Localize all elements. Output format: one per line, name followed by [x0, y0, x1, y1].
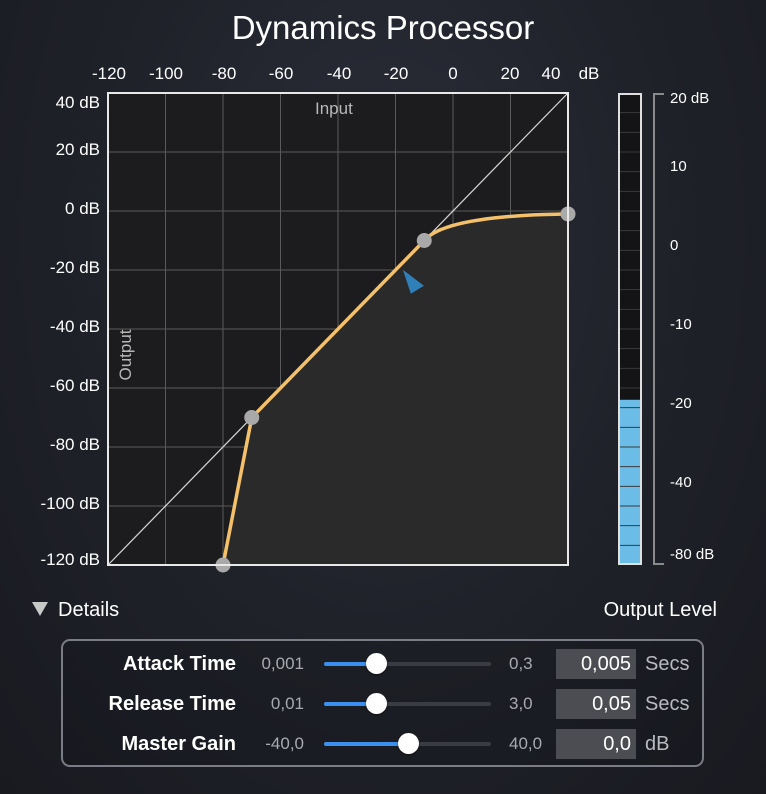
- x-tick-label: -20: [383, 64, 409, 83]
- slider-fill: [324, 662, 376, 666]
- master-gain-max: 40,0: [509, 734, 543, 753]
- release-time-max: 3,0: [509, 694, 533, 713]
- release-time-field[interactable]: [556, 689, 636, 719]
- slider-fill: [324, 742, 408, 746]
- attack-time-field[interactable]: [556, 649, 636, 679]
- output-level-meter: [618, 93, 642, 565]
- y-tick-label: -80 dB: [49, 435, 100, 454]
- meter-tick-label: -20: [670, 395, 692, 412]
- x-tick-label: -80: [211, 64, 237, 83]
- y-tick-label: 20 dB: [55, 140, 100, 159]
- meter-fill: [618, 399, 642, 565]
- slider-knob[interactable]: [397, 733, 419, 754]
- meter-tick-label: -10: [670, 316, 692, 333]
- details-label: Details: [58, 599, 120, 621]
- slider-knob[interactable]: [365, 693, 387, 714]
- attack-time-unit: Secs: [645, 653, 690, 675]
- details-disclosure[interactable]: Details: [32, 596, 119, 624]
- output-level-label: Output Level: [603, 599, 717, 621]
- master-gain-slider[interactable]: [324, 727, 491, 761]
- x-tick-label: -60: [268, 64, 294, 83]
- x-tick-label: 20: [500, 64, 520, 83]
- transfer-curve-graph[interactable]: Input Output: [107, 92, 576, 573]
- curve-handle[interactable]: [244, 410, 260, 425]
- x-tick-label: 40: [541, 64, 561, 83]
- x-unit-label: dB: [578, 64, 600, 83]
- slider-knob[interactable]: [365, 653, 387, 674]
- slider-track: [324, 662, 491, 666]
- meter-tick-label: -40: [670, 474, 692, 491]
- slider-fill: [324, 702, 376, 706]
- y-tick-label: -120 dB: [40, 550, 100, 569]
- curve-fill-area: [223, 213, 568, 565]
- x-tick-label: -40: [326, 64, 352, 83]
- master-gain-label: Master Gain: [121, 733, 236, 755]
- y-tick-label: -100 dB: [40, 494, 100, 513]
- attack-time-row: Attack Time 0,001 0,3 Secs: [63, 647, 706, 681]
- meter-tick-label: -80 dB: [670, 546, 715, 563]
- window-title: Dynamics Processor: [231, 9, 535, 46]
- output-axis-label: Output: [116, 329, 135, 381]
- meter-scale: [650, 93, 666, 565]
- y-tick-label: 0 dB: [65, 199, 100, 218]
- parameters-panel: Attack Time 0,001 0,3 Secs Release Time …: [61, 639, 704, 767]
- slider-track: [324, 702, 491, 706]
- x-tick-label: -120: [91, 64, 127, 83]
- master-gain-row: Master Gain -40,0 40,0 dB: [63, 727, 706, 761]
- y-tick-label: -20 dB: [49, 258, 100, 277]
- y-tick-label: 40 dB: [55, 93, 100, 112]
- curve-handle[interactable]: [416, 233, 432, 248]
- release-time-row: Release Time 0,01 3,0 Secs: [63, 687, 706, 721]
- meter-segments: [618, 112, 642, 546]
- y-tick-label: -60 dB: [49, 376, 100, 395]
- x-tick-label: -100: [148, 64, 184, 83]
- attack-time-max: 0,3: [509, 654, 533, 673]
- disclosure-triangle-icon[interactable]: [32, 601, 48, 616]
- attack-time-min: 0,001: [261, 654, 304, 673]
- meter-tick-label: 10: [670, 158, 687, 175]
- y-tick-label: -40 dB: [49, 317, 100, 336]
- attack-time-label: Attack Time: [122, 653, 236, 675]
- master-gain-field[interactable]: [556, 729, 636, 759]
- release-time-slider[interactable]: [324, 687, 491, 721]
- release-time-min: 0,01: [270, 694, 304, 713]
- master-gain-unit: dB: [645, 733, 670, 755]
- meter-tick-label: 0: [670, 237, 679, 254]
- x-tick-label: 0: [448, 64, 458, 83]
- graph-border: [107, 92, 569, 566]
- release-time-label: Release Time: [108, 693, 237, 715]
- meter-border: [618, 93, 642, 565]
- attack-time-slider[interactable]: [324, 647, 491, 681]
- master-gain-min: -40,0: [265, 734, 304, 753]
- release-time-unit: Secs: [645, 693, 690, 715]
- level-marker-icon: [402, 269, 424, 294]
- meter-tick-label: 20 dB: [670, 90, 710, 107]
- input-axis-label: Input: [315, 99, 353, 118]
